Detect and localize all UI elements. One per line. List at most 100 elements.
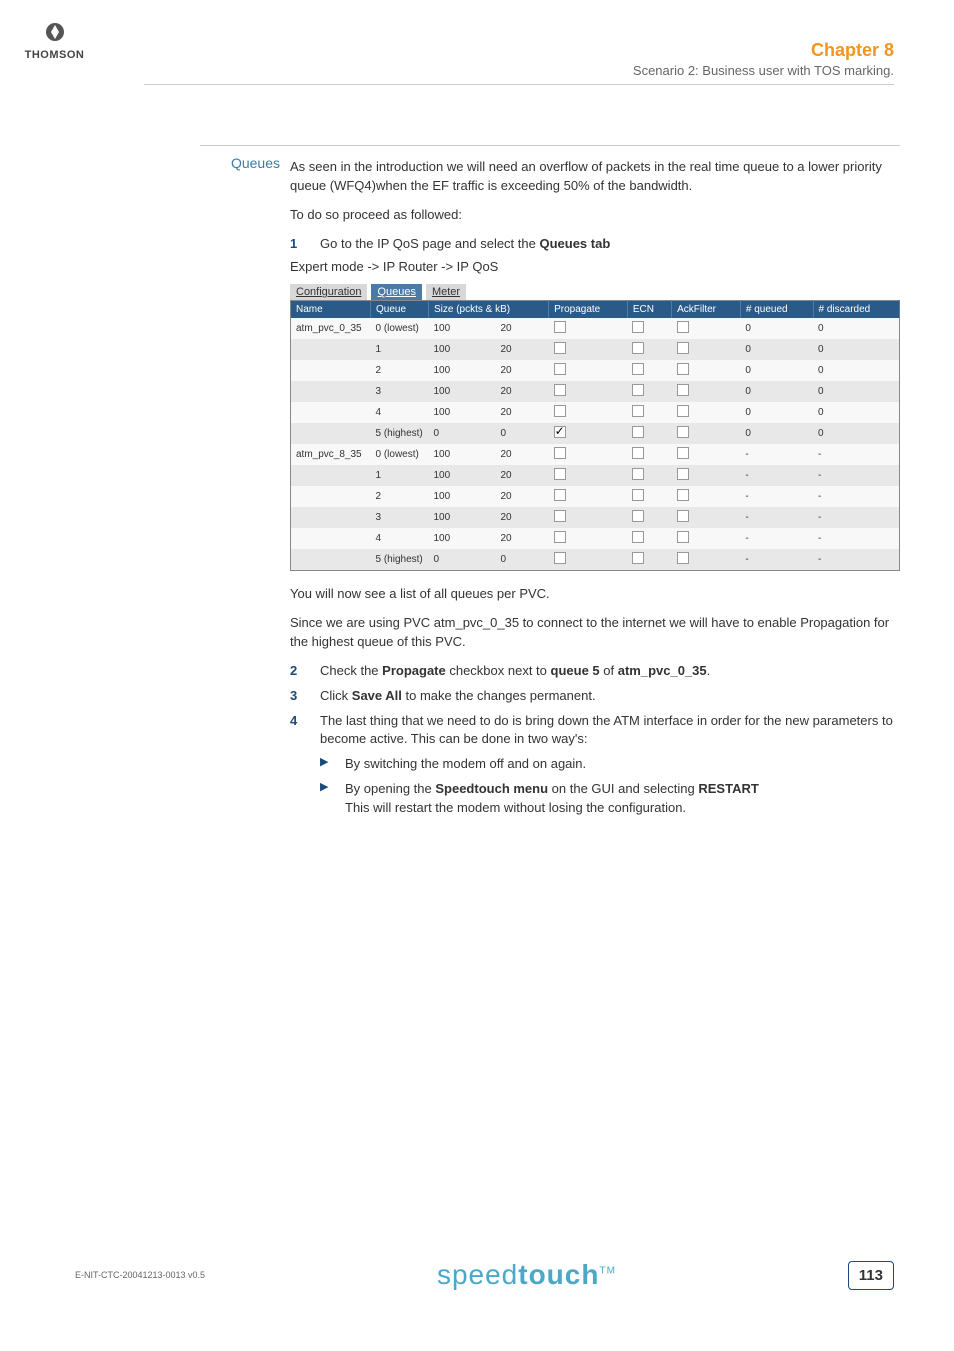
cell-size-kb: 20 bbox=[496, 528, 549, 549]
cell-propagate-checkbox[interactable] bbox=[554, 405, 566, 417]
cell-ackfilter-checkbox[interactable] bbox=[677, 363, 689, 375]
thomson-logo: THOMSON bbox=[22, 22, 87, 61]
cell-discarded: - bbox=[813, 486, 899, 507]
cell-ecn bbox=[627, 549, 671, 571]
cell-ecn-checkbox[interactable] bbox=[632, 426, 644, 438]
cell-ackfilter-checkbox[interactable] bbox=[677, 468, 689, 480]
tab-configuration[interactable]: Configuration bbox=[290, 284, 367, 300]
cell-discarded: 0 bbox=[813, 339, 899, 360]
cell-queue: 0 (lowest) bbox=[371, 444, 429, 465]
cell-size-kb: 20 bbox=[496, 360, 549, 381]
cell-propagate-checkbox[interactable] bbox=[554, 447, 566, 459]
cell-ecn-checkbox[interactable] bbox=[632, 531, 644, 543]
cell-discarded: 0 bbox=[813, 318, 899, 339]
cell-size-kb: 20 bbox=[496, 318, 549, 339]
th-propagate: Propagate bbox=[549, 301, 628, 319]
cell-ecn-checkbox[interactable] bbox=[632, 468, 644, 480]
cell-ecn bbox=[627, 339, 671, 360]
cell-ecn bbox=[627, 423, 671, 444]
cell-ackfilter-checkbox[interactable] bbox=[677, 405, 689, 417]
cell-ackfilter-checkbox[interactable] bbox=[677, 342, 689, 354]
bullet-1-text: By switching the modem off and on again. bbox=[345, 755, 900, 774]
step-3: 3 Click Save All to make the changes per… bbox=[290, 687, 900, 706]
cell-ecn-checkbox[interactable] bbox=[632, 321, 644, 333]
cell-ackfilter-checkbox[interactable] bbox=[677, 426, 689, 438]
thomson-logo-icon bbox=[45, 22, 65, 42]
chapter-title: Chapter 8 bbox=[144, 40, 894, 61]
cell-size-kb: 20 bbox=[496, 381, 549, 402]
cell-propagate-checkbox[interactable] bbox=[554, 426, 566, 438]
cell-ecn bbox=[627, 465, 671, 486]
cell-size-pckts: 100 bbox=[429, 339, 496, 360]
page-number: 113 bbox=[848, 1261, 894, 1290]
post-paragraph-1: You will now see a list of all queues pe… bbox=[290, 585, 900, 604]
cell-ackfilter-checkbox[interactable] bbox=[677, 552, 689, 564]
cell-propagate-checkbox[interactable] bbox=[554, 510, 566, 522]
cell-ecn-checkbox[interactable] bbox=[632, 510, 644, 522]
cell-size-kb: 20 bbox=[496, 507, 549, 528]
table-row: atm_pvc_0_350 (lowest)1002000 bbox=[291, 318, 900, 339]
cell-ecn-checkbox[interactable] bbox=[632, 489, 644, 501]
cell-propagate bbox=[549, 444, 628, 465]
cell-discarded: - bbox=[813, 528, 899, 549]
table-row: 110020-- bbox=[291, 465, 900, 486]
th-queue: Queue bbox=[371, 301, 429, 319]
cell-ackfilter-checkbox[interactable] bbox=[677, 531, 689, 543]
content-area: As seen in the introduction we will need… bbox=[200, 145, 900, 824]
cell-size-pckts: 100 bbox=[429, 465, 496, 486]
cell-ecn-checkbox[interactable] bbox=[632, 405, 644, 417]
step-2-text: Check the Propagate checkbox next to que… bbox=[320, 662, 900, 681]
cell-ackfilter bbox=[672, 339, 741, 360]
step-3-text: Click Save All to make the changes perma… bbox=[320, 687, 900, 706]
cell-size-pckts: 100 bbox=[429, 528, 496, 549]
cell-ecn-checkbox[interactable] bbox=[632, 384, 644, 396]
thomson-logo-text: THOMSON bbox=[22, 49, 87, 61]
qos-screenshot: Configuration Queues Meter Name Queue Si… bbox=[290, 284, 900, 571]
cell-ecn-checkbox[interactable] bbox=[632, 342, 644, 354]
cell-propagate-checkbox[interactable] bbox=[554, 363, 566, 375]
cell-ecn-checkbox[interactable] bbox=[632, 363, 644, 375]
cell-ackfilter bbox=[672, 549, 741, 571]
table-row: 5 (highest)00-- bbox=[291, 549, 900, 571]
cell-ackfilter-checkbox[interactable] bbox=[677, 384, 689, 396]
cell-propagate bbox=[549, 402, 628, 423]
tab-meter[interactable]: Meter bbox=[426, 284, 466, 300]
cell-size-kb: 0 bbox=[496, 549, 549, 571]
cell-ackfilter-checkbox[interactable] bbox=[677, 489, 689, 501]
cell-name bbox=[291, 339, 371, 360]
cell-size-pckts: 100 bbox=[429, 507, 496, 528]
cell-propagate-checkbox[interactable] bbox=[554, 321, 566, 333]
post-paragraph-2: Since we are using PVC atm_pvc_0_35 to c… bbox=[290, 614, 900, 652]
speedtouch-brand: speedtouchTM bbox=[205, 1259, 848, 1291]
cell-propagate-checkbox[interactable] bbox=[554, 342, 566, 354]
cell-queue: 5 (highest) bbox=[371, 423, 429, 444]
cell-queued: - bbox=[740, 486, 813, 507]
cell-ackfilter-checkbox[interactable] bbox=[677, 447, 689, 459]
cell-ackfilter-checkbox[interactable] bbox=[677, 510, 689, 522]
cell-queue: 1 bbox=[371, 465, 429, 486]
cell-size-pckts: 100 bbox=[429, 444, 496, 465]
cell-propagate-checkbox[interactable] bbox=[554, 489, 566, 501]
cell-ecn-checkbox[interactable] bbox=[632, 447, 644, 459]
tabs-row: Configuration Queues Meter bbox=[290, 284, 900, 300]
page-footer: E-NIT-CTC-20041213-0013 v0.5 speedtouchT… bbox=[75, 1259, 894, 1291]
bullet-1: ▶ By switching the modem off and on agai… bbox=[290, 755, 900, 774]
step-number: 4 bbox=[290, 712, 320, 750]
cell-propagate-checkbox[interactable] bbox=[554, 552, 566, 564]
cell-ecn-checkbox[interactable] bbox=[632, 552, 644, 564]
cell-ecn bbox=[627, 402, 671, 423]
cell-discarded: - bbox=[813, 507, 899, 528]
cell-propagate-checkbox[interactable] bbox=[554, 384, 566, 396]
cell-ackfilter bbox=[672, 444, 741, 465]
cell-ackfilter-checkbox[interactable] bbox=[677, 321, 689, 333]
cell-discarded: - bbox=[813, 444, 899, 465]
doc-id: E-NIT-CTC-20041213-0013 v0.5 bbox=[75, 1270, 205, 1280]
cell-ecn bbox=[627, 360, 671, 381]
cell-ackfilter bbox=[672, 318, 741, 339]
intro-paragraph-2: To do so proceed as followed: bbox=[290, 206, 900, 225]
tab-queues[interactable]: Queues bbox=[371, 284, 422, 300]
step-4: 4 The last thing that we need to do is b… bbox=[290, 712, 900, 750]
cell-size-kb: 0 bbox=[496, 423, 549, 444]
cell-propagate-checkbox[interactable] bbox=[554, 468, 566, 480]
cell-propagate-checkbox[interactable] bbox=[554, 531, 566, 543]
